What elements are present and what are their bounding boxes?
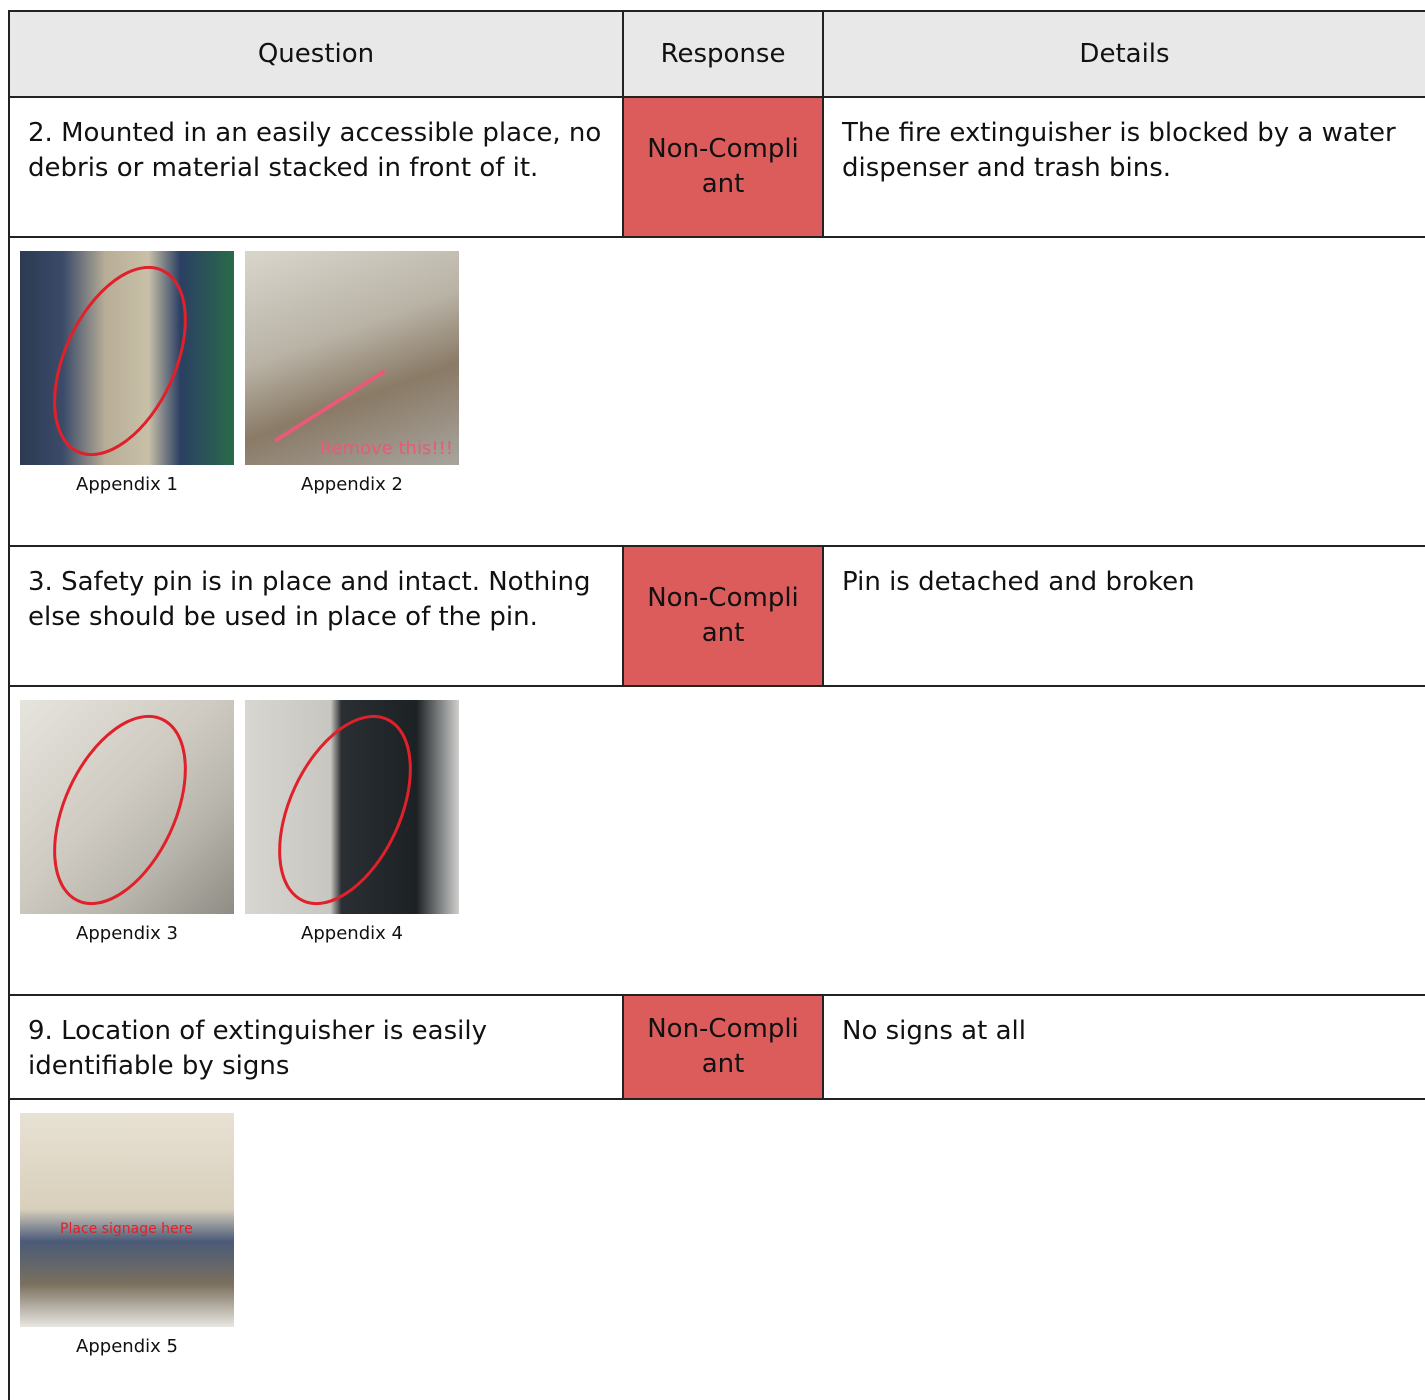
header-cell: Response — [622, 10, 822, 96]
images-row — [8, 685, 1425, 994]
markup-circle — [273, 369, 387, 443]
response-cell: Non-Compliant — [622, 994, 822, 1098]
appendix-caption: Appendix 2 — [301, 474, 403, 495]
header-cell: Details — [822, 10, 1425, 96]
response-text: Non-Compliant — [647, 583, 799, 648]
appendix-photo — [245, 700, 459, 914]
question-cell: 9. Location of extinguisher is easily id… — [8, 994, 622, 1098]
photo-annotation: Remove this!!! — [319, 438, 453, 459]
images-row — [8, 1098, 1425, 1400]
details-cell: Pin is detached and broken — [822, 545, 1425, 685]
appendix-photo: Place signage here — [20, 1113, 234, 1327]
response-text: Non-Compliant — [647, 1014, 799, 1079]
appendix-caption: Appendix 3 — [76, 923, 178, 944]
appendix-caption: Appendix 4 — [301, 923, 403, 944]
markup-circle — [53, 265, 187, 457]
details-cell: The fire extinguisher is blocked by a wa… — [822, 96, 1425, 236]
images-row — [8, 236, 1425, 545]
appendix-caption: Appendix 5 — [76, 1336, 178, 1357]
response-text: Non-Compliant — [647, 134, 799, 199]
question-cell: 2. Mounted in an easily accessible place… — [8, 96, 622, 236]
markup-circle — [20, 1113, 234, 1327]
markup-circle — [278, 714, 412, 906]
question-cell: 3. Safety pin is in place and intact. No… — [8, 545, 622, 685]
appendix-photo — [20, 700, 234, 914]
appendix-caption: Appendix 1 — [76, 474, 178, 495]
appendix-photo — [20, 251, 234, 465]
appendix-photo: Remove this!!! — [245, 251, 459, 465]
markup-circle — [53, 714, 187, 906]
details-cell: No signs at all — [822, 994, 1425, 1098]
response-cell: Non-Compliant — [622, 545, 822, 685]
header-cell: Question — [8, 10, 622, 96]
photo-annotation: Place signage here — [60, 1221, 193, 1237]
response-cell: Non-Compliant — [622, 96, 822, 236]
